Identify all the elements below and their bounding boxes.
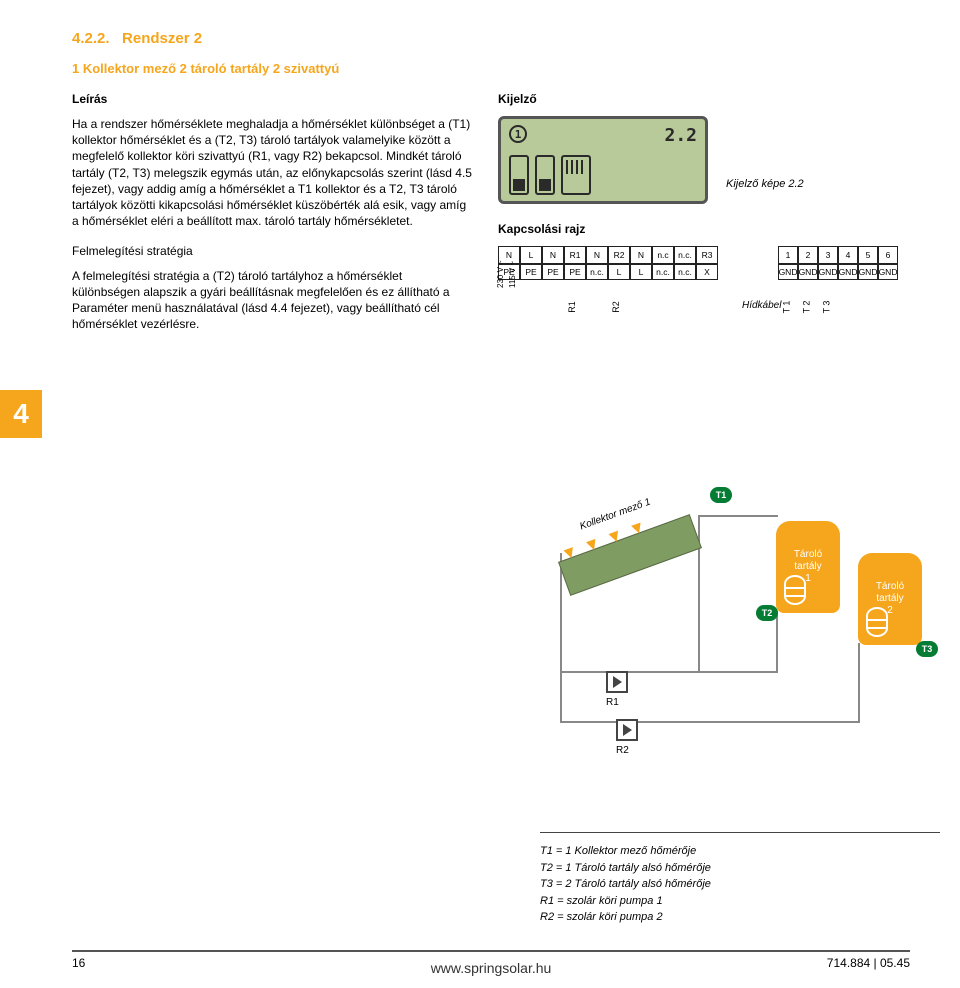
terminal-cell: n.c <box>652 246 674 264</box>
legend: T1 = 1 Kollektor mező hőmérője T2 = 1 Tá… <box>540 832 940 926</box>
sun-arrow-icon <box>586 539 599 552</box>
mains-label-2: 115 V ~ <box>508 248 517 288</box>
pipe <box>858 643 860 723</box>
wire-label-r1: R1 <box>567 301 577 313</box>
terminal-cell: R3 <box>696 246 718 264</box>
section-subtitle: 1 Kollektor mező 2 tároló tartály 2 sziv… <box>72 61 910 76</box>
pump-r2 <box>616 719 638 741</box>
pipe <box>560 553 562 723</box>
sun-arrow-icon <box>563 547 576 560</box>
terminal-cell: GND <box>878 264 898 280</box>
lcd-value: 2.2 <box>664 125 697 146</box>
lcd-tank-icon-1 <box>509 155 529 195</box>
kijelzo-heading: Kijelző <box>498 92 910 106</box>
tank-1: Tároló tartály 1 <box>776 521 840 613</box>
terminal-cell: n.c. <box>674 264 696 280</box>
strategy-heading: Felmelegítési stratégia <box>72 243 472 259</box>
legend-line: T2 = 1 Tároló tartály alsó hőmérője <box>540 860 940 877</box>
terminal-cell: 6 <box>878 246 898 264</box>
sensor-t1-badge: T1 <box>710 487 732 503</box>
terminal-cell: n.c. <box>586 264 608 280</box>
terminal-cell: GND <box>798 264 818 280</box>
terminal-cell: 3 <box>818 246 838 264</box>
page-footer: 16 www.springsolar.hu 714.884 | 05.45 <box>72 950 910 970</box>
mains-label-1: 230 V ~ <box>496 248 505 288</box>
diagram-column: Kijelző 1 2.2 Kijelző képe 2.2 <box>498 92 910 346</box>
section-number: 4.2.2. <box>72 30 110 47</box>
terminal-cell: L <box>608 264 630 280</box>
pump-r1 <box>606 671 628 693</box>
terminal-cell: 2 <box>798 246 818 264</box>
terminal-cell: 5 <box>858 246 878 264</box>
pipe <box>698 515 778 517</box>
sun-arrow-icon <box>609 531 622 544</box>
terminal-cell: 1 <box>778 246 798 264</box>
pipe <box>776 611 778 673</box>
wire-label-t1: T 1 <box>781 301 791 314</box>
lcd-solar-icon <box>561 155 591 195</box>
terminal-sensor-row2: GNDGNDGNDGNDGNDGND <box>778 264 898 280</box>
terminal-cell: R2 <box>608 246 630 264</box>
terminal-cell: GND <box>778 264 798 280</box>
page-number: 16 <box>72 956 85 970</box>
sensor-t2-badge: T2 <box>756 605 778 621</box>
pump-r2-label: R2 <box>616 745 629 756</box>
legend-line: R2 = szolár köri pumpa 2 <box>540 909 940 926</box>
terminal-diagram: NLNR1NR2Nn.cn.c.R3 PEPEPEPEn.c.LLn.c.n.c… <box>498 246 910 346</box>
tank-2: Tároló tartály 2 <box>858 553 922 645</box>
coil-icon <box>866 607 888 637</box>
footer-url: www.springsolar.hu <box>431 960 552 976</box>
terminal-cell: L <box>630 264 652 280</box>
legend-line: T3 = 2 Tároló tartály alsó hőmérője <box>540 876 940 893</box>
doc-reference: 714.884 | 05.45 <box>827 956 910 970</box>
terminal-cell: PE <box>542 264 564 280</box>
terminal-cell: n.c. <box>652 264 674 280</box>
sensor-t3-badge: T3 <box>916 641 938 657</box>
terminal-cell: N <box>586 246 608 264</box>
coil-icon <box>784 575 806 605</box>
terminal-sensor-row1: 123456 <box>778 246 898 264</box>
terminal-cell: L <box>520 246 542 264</box>
hydraulic-schematic: Kollektor mező 1 Tároló tartály 1 Tároló… <box>540 455 940 795</box>
legend-line: R1 = szolár köri pumpa 1 <box>540 893 940 910</box>
lcd-tank-icon-2 <box>535 155 555 195</box>
terminal-cell: 4 <box>838 246 858 264</box>
chapter-tab: 4 <box>0 390 42 438</box>
terminal-cell: N <box>630 246 652 264</box>
section-title: Rendszer 2 <box>122 30 202 47</box>
terminal-cell: X <box>696 264 718 280</box>
wire-label-t2: T 2 <box>801 301 811 314</box>
section-heading: 4.2.2. Rendszer 2 <box>72 30 910 47</box>
page-content: 4.2.2. Rendszer 2 1 Kollektor mező 2 tár… <box>72 30 910 346</box>
hidkabel-label: Hídkábel <box>742 300 781 311</box>
terminal-cell: PE <box>564 264 586 280</box>
sun-arrow-icon <box>631 522 644 535</box>
terminal-main-row2: PEPEPEPEn.c.LLn.c.n.c.X <box>498 264 718 280</box>
wire-label-t3: T 3 <box>821 301 831 314</box>
terminal-cell: GND <box>858 264 878 280</box>
legend-line: T1 = 1 Kollektor mező hőmérője <box>540 843 940 860</box>
terminal-main-row1: NLNR1NR2Nn.cn.c.R3 <box>498 246 718 264</box>
terminal-cell: GND <box>818 264 838 280</box>
lcd-badge: 1 <box>509 125 527 143</box>
pipe <box>628 671 778 673</box>
leiras-heading: Leírás <box>72 92 472 106</box>
pipe <box>560 721 616 723</box>
terminal-cell: N <box>542 246 564 264</box>
leiras-paragraph-2: A felmelegítési stratégia a (T2) tároló … <box>72 268 472 333</box>
kapcs-heading: Kapcsolási rajz <box>498 222 910 236</box>
leiras-paragraph-1: Ha a rendszer hőmérséklete meghaladja a … <box>72 116 472 229</box>
lcd-caption: Kijelző képe 2.2 <box>726 178 804 190</box>
terminal-cell: GND <box>838 264 858 280</box>
pipe <box>638 721 860 723</box>
pump-r1-label: R1 <box>606 697 619 708</box>
terminal-cell: PE <box>520 264 542 280</box>
terminal-cell: n.c. <box>674 246 696 264</box>
terminal-cell: R1 <box>564 246 586 264</box>
lcd-display: 1 2.2 <box>498 116 708 204</box>
pipe <box>560 671 606 673</box>
description-column: Leírás Ha a rendszer hőmérséklete meghal… <box>72 92 472 346</box>
wire-label-r2: R2 <box>611 301 621 313</box>
